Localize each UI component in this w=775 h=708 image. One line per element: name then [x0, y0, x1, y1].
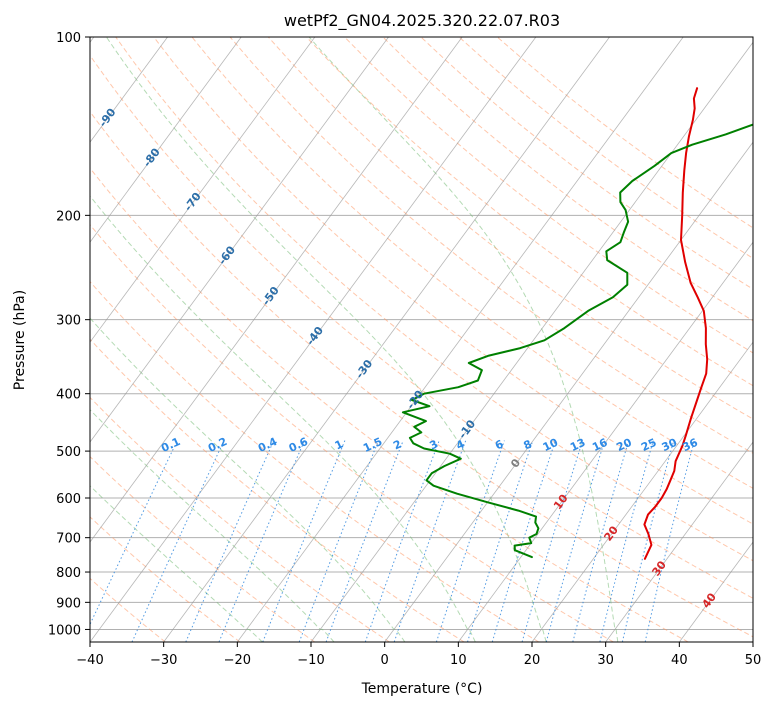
dry-adiabat-390 [306, 37, 753, 387]
y-tick-label: 100 [56, 31, 81, 46]
x-tick-label: 40 [671, 653, 688, 668]
temperature-profile-line [643, 87, 709, 560]
mixing-ratio-label: 13 [568, 436, 587, 454]
dry-adiabat-420 [420, 37, 753, 290]
mixing-ratio-label: 36 [680, 436, 700, 454]
y-tick-label: 700 [56, 532, 81, 547]
y-tick-label: 400 [56, 388, 81, 403]
x-axis-title: Temperature (°C) [361, 681, 483, 697]
y-tick-label: 300 [56, 314, 81, 329]
moist-adiabat-10 [90, 195, 476, 642]
isotherm--80 [90, 37, 242, 243]
moist-adiabat--10 [90, 408, 335, 642]
dry-adiabat-280 [90, 338, 465, 642]
mixing-ratio-line-36 [644, 440, 695, 642]
dry-adiabat-380 [267, 37, 753, 420]
mixing-ratio-label: 16 [590, 436, 610, 454]
mixing-ratio-layer [90, 440, 695, 642]
x-tick-label: −40 [76, 653, 103, 668]
chart-title: wetPf2_GN04.2025.320.22.07.R03 [284, 11, 560, 31]
axis-layer: −40 −30 −20 −10 0 10 20 30 40 50 100 200 300 400 500 60… [48, 31, 761, 668]
isotherm--50 [90, 37, 463, 543]
y-tick-label: 600 [56, 492, 81, 507]
mixing-ratio-line-4 [393, 440, 467, 642]
isotherm--70 [90, 37, 316, 343]
mixing-ratio-line-10 [491, 440, 556, 642]
mixing-ratio-line-0-2 [131, 440, 225, 642]
isotherm-layer [90, 37, 753, 642]
series-layer [401, 87, 753, 560]
dry-adiabat-240 [90, 577, 166, 642]
moist-adiabat-30 [308, 37, 619, 642]
mixing-ratio-line-3 [364, 440, 440, 642]
mixing-ratio-line-25 [599, 440, 654, 642]
isotherm-20 [531, 341, 753, 642]
x-tick-label: −30 [150, 653, 177, 668]
mixing-ratio-line-0-6 [218, 440, 305, 642]
y-tick-label: 500 [56, 445, 81, 460]
isotherm-0 [384, 141, 753, 642]
mixing-ratio-label: 20 [614, 436, 634, 454]
y-tick-label: 900 [56, 596, 81, 611]
isotherm--30 [163, 37, 610, 642]
x-tick-label: 0 [381, 653, 389, 668]
dry-adiabat-270 [90, 396, 390, 642]
dry-adiabat-360 [191, 37, 753, 489]
y-tick-label: 800 [56, 566, 81, 581]
isotherm--40 [90, 37, 537, 642]
mixing-ratio-label: 30 [660, 436, 680, 454]
mixing-ratio-label: 10 [541, 436, 561, 454]
x-tick-label: −10 [297, 653, 324, 668]
mixing-ratio-label: 25 [639, 436, 658, 454]
y-axis-title: Pressure (hPa) [12, 290, 28, 390]
isotherm--90 [90, 37, 168, 143]
mixing-ratio-line-20 [572, 440, 630, 642]
isotherm-30 [605, 441, 753, 642]
isotherm--20 [237, 37, 684, 642]
isotherm--10 [310, 41, 753, 642]
plot-frame [89, 36, 754, 643]
mixing-ratio-line-30 [621, 440, 675, 642]
dewpoint-profile-line [401, 123, 753, 559]
dry-adiabat-290 [90, 280, 540, 642]
x-tick-label: 50 [745, 653, 762, 668]
y-tick-label: 200 [56, 209, 81, 224]
dry-adiabat-300 [90, 223, 614, 642]
dry-adiabat-250 [90, 516, 241, 642]
mixing-ratio-line-8 [467, 440, 534, 642]
isotherm-10 [458, 241, 753, 642]
mixing-ratio-line-16 [545, 440, 606, 642]
mixing-ratio-line-0-4 [185, 440, 275, 642]
moist-adiabat-0 [90, 317, 406, 642]
dry-adiabat-330 [90, 54, 753, 599]
moist-adiabat-20 [105, 37, 547, 642]
dry-adiabat-350 [153, 37, 753, 525]
x-tick-label: 20 [524, 653, 541, 668]
mixing-ratio-line-13 [521, 440, 584, 642]
y-tick-label: 1000 [48, 623, 81, 638]
moist-adiabat-layer [90, 37, 619, 642]
x-tick-label: −20 [224, 653, 251, 668]
x-tick-label: 30 [597, 653, 614, 668]
dry-adiabat-310 [90, 167, 689, 642]
isotherm--60 [90, 37, 389, 443]
x-tick-label: 10 [450, 653, 467, 668]
